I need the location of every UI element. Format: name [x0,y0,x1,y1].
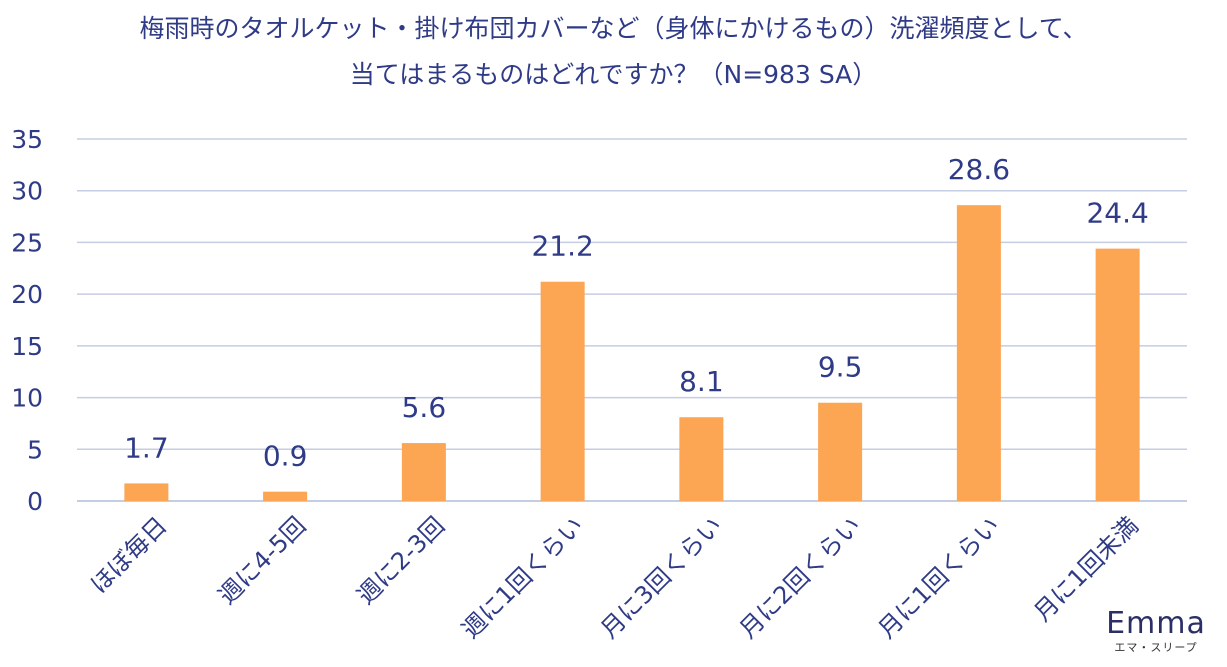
chart-title-line-2: 当てはまるものはどれですか？（N=983 SA） [349,60,878,89]
x-tick-label: 週に4-5回 [213,511,311,609]
x-tick-label: 月に2回くらい [734,511,866,643]
data-labels: 1.7 0.9 5.6 21.2 8.1 9.5 28.6 24.4 [124,153,1149,472]
x-tick-label: 週に2-3回 [352,511,450,609]
x-tick-label: 月に3回くらい [595,511,727,643]
y-tick-label: 30 [11,177,43,206]
x-tick-label: ほぼ毎日 [85,511,173,599]
bar [540,281,585,501]
data-label: 0.9 [263,440,308,473]
y-tick-label: 5 [27,435,43,464]
gridlines [77,138,1187,502]
logo-subtitle: エマ・スリープ [1114,641,1198,654]
data-label: 9.5 [818,351,863,384]
data-label: 8.1 [679,365,724,398]
data-label: 5.6 [402,391,447,424]
y-tick-label: 20 [11,280,43,309]
y-tick-label: 35 [11,125,43,154]
bar [818,402,863,501]
x-tick-label: 週に1回くらい [456,511,588,643]
x-tick-label: 月に1回くらい [873,511,1005,643]
data-label: 1.7 [124,431,169,464]
y-tick-label: 25 [11,228,43,257]
chart-title-line-1: 梅雨時のタオルケット・掛け布団カバーなど（身体にかけるもの）洗濯頻度として、 [139,14,1088,43]
logo-wordmark: Emma [1106,606,1206,641]
bar [679,417,724,501]
y-axis-ticks: 0 5 10 15 20 25 30 35 [11,125,43,516]
emma-logo: Emma エマ・スリープ [1101,607,1211,655]
data-label: 21.2 [531,230,593,263]
bar [124,483,169,501]
data-label: 28.6 [948,153,1010,186]
y-tick-label: 0 [27,487,43,516]
bar [263,491,308,501]
bar [1095,248,1140,501]
x-axis-ticks: ほぼ毎日 週に4-5回 週に2-3回 週に1回くらい 月に3回くらい 月に2回くらい 月に1… [85,511,1144,643]
y-tick-label: 15 [11,332,43,361]
chart-title: 梅雨時のタオルケット・掛け布団カバーなど（身体にかけるもの）洗濯頻度として、 当… [0,6,1227,98]
bars [124,205,1140,502]
y-tick-label: 10 [11,384,43,413]
data-label: 24.4 [1086,197,1148,230]
bar [401,443,446,501]
bar [956,205,1001,502]
